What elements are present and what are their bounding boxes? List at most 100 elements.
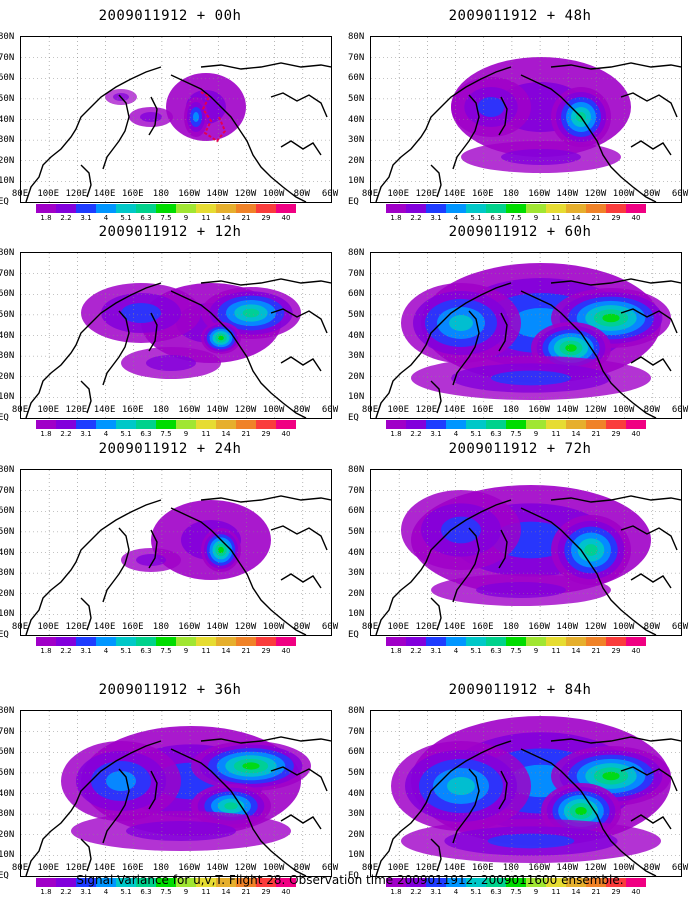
latitude-label: 10N (0, 176, 15, 187)
panel-title: 2009011912 + 24h (98, 441, 242, 457)
coastline (498, 770, 508, 810)
latitude-label: EQ (0, 413, 9, 423)
variance-contour (218, 335, 224, 341)
map-svg (371, 711, 681, 876)
colorbar (386, 637, 646, 646)
colorbar (386, 204, 646, 213)
colorbar-tick-label: 9 (533, 214, 539, 222)
map-plot (370, 36, 682, 203)
colorbar-swatch (506, 204, 526, 213)
colorbar-swatch (526, 878, 546, 887)
colorbar-tick-label: 6.3 (490, 430, 502, 438)
colorbar-tick-label: 21 (241, 214, 251, 222)
latitude-label: EQ (348, 413, 359, 423)
colorbar-swatch (56, 204, 76, 213)
colorbar-tick-label: 5.1 (120, 647, 132, 655)
latitude-label: 50N (0, 93, 15, 104)
longitude-label: 140W (556, 189, 579, 199)
colorbar-swatch (116, 878, 136, 887)
colorbar-swatch (156, 637, 176, 646)
longitude-label: 140E (443, 863, 466, 873)
colorbar-swatch (586, 878, 606, 887)
map-panel: 2009011912 + 00h 80N 70N 60N 50N 40N 30N 20N 10N… (0, 8, 340, 223)
colorbar-tick-label: 9 (533, 430, 539, 438)
colorbar-tick-label: 14 (571, 647, 581, 655)
colorbar-swatch (276, 204, 296, 213)
coastline (148, 312, 158, 352)
coastline (270, 92, 328, 118)
longitude-label: 120E (415, 622, 438, 632)
colorbar-swatch (236, 878, 256, 887)
map-panel: 2009011912 + 84h 80N 70N 60N 50N 40N 30N 20N 10N… (348, 682, 690, 897)
colorbar-tick-label: 14 (221, 430, 231, 438)
coastline (452, 527, 480, 603)
longitude-label: 120E (65, 863, 88, 873)
colorbar-swatch (406, 637, 426, 646)
colorbar-tick-label: 5.1 (470, 214, 482, 222)
coastline (375, 282, 512, 418)
longitude-label: 160W (528, 189, 550, 199)
longitude-label: 140W (206, 863, 229, 873)
longitude-label: 100W (612, 189, 635, 199)
colorbar-tick-label: 6.3 (140, 214, 152, 222)
colorbar-tick-label: 29 (261, 647, 271, 655)
coastline (102, 310, 130, 386)
coastline (80, 380, 92, 414)
coastline (280, 814, 322, 830)
latitude-label: 70N (0, 268, 15, 279)
longitude-label: 160E (471, 622, 494, 632)
colorbar-swatch (586, 420, 606, 429)
colorbar-tick-label: 21 (241, 888, 251, 896)
coastline (148, 96, 158, 136)
latitude-label: 10N (348, 392, 365, 403)
longitude-label: 180 (502, 863, 520, 873)
map-panel: 2009011912 + 72h 80N 70N 60N 50N 40N 30N 20N 10N… (348, 441, 690, 656)
latitude-label: 60N (0, 289, 15, 300)
longitude-label: 160W (178, 622, 200, 632)
colorbar-tick-label: 11 (201, 647, 211, 655)
colorbar-tick-label: 3.1 (80, 430, 92, 438)
longitude-label: 60W (321, 863, 339, 873)
coastline (520, 290, 657, 418)
coastline (280, 356, 322, 372)
colorbar-swatch (196, 204, 216, 213)
coastline (620, 525, 678, 551)
colorbar-tick-label: 2.2 (410, 214, 422, 222)
colorbar-swatch (466, 878, 486, 887)
latitude-label: 10N (0, 850, 15, 861)
colorbar-tick-label: 5.1 (470, 888, 482, 896)
colorbar-swatch (56, 637, 76, 646)
colorbar-swatch (446, 204, 466, 213)
colorbar-tick-label: 11 (551, 214, 561, 222)
latitude-label: 80N (0, 465, 15, 475)
colorbar-tick-label: 2.2 (60, 430, 72, 438)
colorbar-swatch (406, 204, 426, 213)
colorbar-swatch (546, 204, 566, 213)
variance-contour (242, 762, 260, 770)
longitude-label: 140W (206, 189, 229, 199)
variance-contour (449, 315, 473, 331)
latitude-label: 30N (0, 135, 15, 146)
colorbar-swatch (606, 878, 626, 887)
colorbar-swatch (526, 420, 546, 429)
colorbar-tick-label: 5.1 (470, 647, 482, 655)
colorbar-swatch (56, 878, 76, 887)
longitude-label: 120W (584, 622, 607, 632)
longitude-label: 80W (643, 405, 660, 415)
longitude-label: 100E (37, 189, 60, 199)
map-plot (20, 710, 332, 877)
longitude-label: 80W (293, 863, 310, 873)
colorbar-swatch (36, 204, 56, 213)
colorbar-tick-label: 9 (183, 888, 189, 896)
longitude-label: 80W (643, 863, 660, 873)
colorbar (36, 637, 296, 646)
variance-contour (218, 546, 224, 554)
coastline (452, 768, 480, 844)
longitude-label: 120E (65, 405, 88, 415)
coastline (430, 597, 442, 631)
variance-contour (584, 544, 598, 556)
colorbar-tick-label: 14 (221, 888, 231, 896)
panel-title: 2009011912 + 12h (98, 224, 242, 240)
colorbar-swatch (236, 204, 256, 213)
variance-contour (491, 370, 571, 386)
